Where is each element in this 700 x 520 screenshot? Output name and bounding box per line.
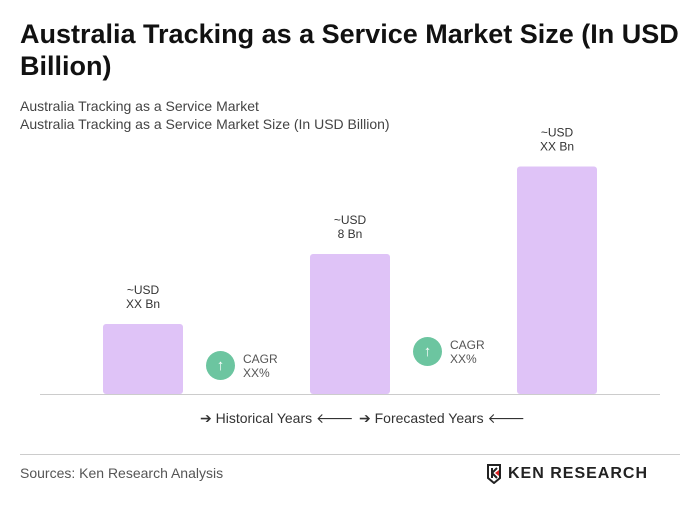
page-title: Australia Tracking as a Service Market S… xyxy=(20,19,679,81)
logo-icon xyxy=(487,464,501,484)
data-label: 8 Bn xyxy=(338,227,363,241)
cagr-badge-2: ↑ CAGR XX% xyxy=(413,337,485,366)
data-label: ~USD xyxy=(127,283,160,297)
legend-forecasted-label: Forecasted Years xyxy=(374,410,484,426)
subtitle-2: Australia Tracking as a Service Market S… xyxy=(20,116,390,132)
arrow-up-icon: ↑ xyxy=(413,337,442,366)
cagr-value: XX% xyxy=(450,351,477,366)
divider xyxy=(20,454,680,455)
subtitle: Australia Tracking as a Service Market xyxy=(20,98,259,114)
legend-forecasted: ➔ Forecasted Years 🡐 xyxy=(359,410,526,426)
ken-research-logo: KEN RESEARCH xyxy=(486,464,648,484)
bar xyxy=(310,254,390,394)
cagr-value: XX% xyxy=(243,365,270,380)
sources: Sources: Ken Research Analysis xyxy=(20,465,224,481)
arrow-up-icon: ↑ xyxy=(206,351,235,380)
bar xyxy=(517,166,597,394)
data-label: XX Bn xyxy=(126,297,160,311)
cagr-label: CAGR xyxy=(243,351,278,366)
data-label: XX Bn xyxy=(540,140,574,154)
cagr-badge-1: ↑ CAGR XX% xyxy=(206,351,278,380)
cagr-label: CAGR xyxy=(450,337,485,352)
bar xyxy=(103,324,183,394)
logo-text: KEN RESEARCH xyxy=(508,465,649,482)
data-label: ~USD xyxy=(541,126,574,140)
data-label: ~USD xyxy=(334,213,367,227)
legend-historical: ➔ Historical Years 🡐 xyxy=(200,410,354,426)
legend-historical-label: Historical Years xyxy=(215,410,313,426)
x-axis xyxy=(40,394,660,395)
